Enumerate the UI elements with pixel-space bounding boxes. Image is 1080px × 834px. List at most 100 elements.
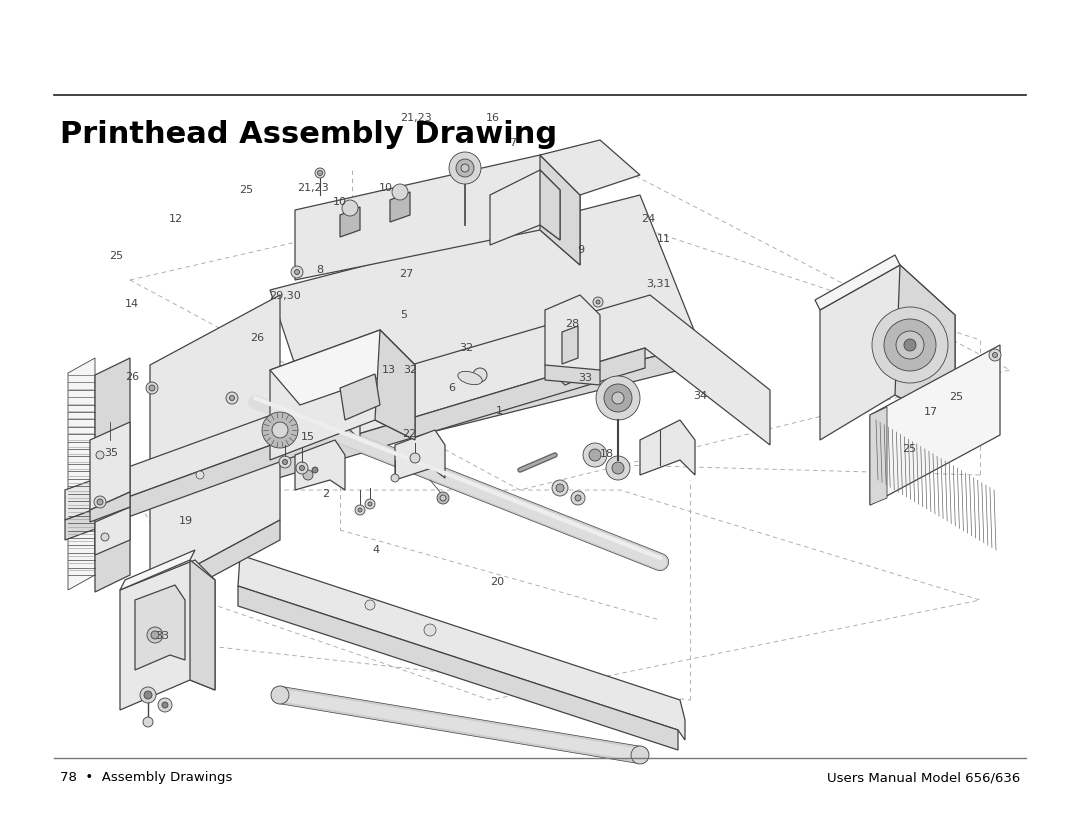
Circle shape	[440, 495, 446, 501]
Circle shape	[151, 631, 159, 639]
Polygon shape	[120, 560, 215, 710]
Circle shape	[989, 349, 1001, 361]
Circle shape	[612, 392, 624, 404]
Circle shape	[392, 184, 408, 200]
Circle shape	[904, 339, 916, 351]
Polygon shape	[270, 330, 415, 405]
Circle shape	[993, 353, 998, 358]
Text: 25: 25	[902, 444, 917, 454]
Text: 33: 33	[156, 631, 168, 641]
Circle shape	[604, 384, 632, 412]
Text: 11: 11	[658, 234, 671, 244]
Text: 25: 25	[109, 251, 124, 261]
Text: 8: 8	[316, 265, 323, 275]
Polygon shape	[295, 440, 345, 490]
Circle shape	[449, 152, 481, 184]
Text: 25: 25	[948, 392, 963, 402]
Polygon shape	[820, 265, 955, 440]
Text: 10: 10	[379, 183, 392, 193]
Text: 26: 26	[249, 333, 265, 343]
Text: 13: 13	[382, 365, 395, 375]
Text: 27: 27	[399, 269, 414, 279]
Polygon shape	[65, 390, 360, 520]
Text: 22: 22	[402, 429, 417, 439]
Polygon shape	[68, 358, 95, 590]
Circle shape	[96, 451, 104, 459]
Circle shape	[291, 266, 303, 278]
Ellipse shape	[458, 371, 482, 384]
Polygon shape	[65, 420, 340, 540]
Text: 78  •  Assembly Drawings: 78 • Assembly Drawings	[60, 771, 232, 785]
Polygon shape	[295, 155, 580, 280]
Circle shape	[612, 462, 624, 474]
Polygon shape	[640, 420, 696, 475]
Circle shape	[143, 717, 153, 727]
Text: 21,23: 21,23	[400, 113, 432, 123]
Circle shape	[355, 505, 365, 515]
Polygon shape	[545, 365, 600, 385]
Polygon shape	[135, 585, 185, 670]
Polygon shape	[540, 170, 561, 240]
Text: Printhead Assembly Drawing: Printhead Assembly Drawing	[60, 120, 557, 149]
Polygon shape	[156, 295, 770, 495]
Text: 3,31: 3,31	[647, 279, 671, 289]
Text: 25: 25	[239, 185, 254, 195]
Text: 20: 20	[489, 577, 504, 587]
Circle shape	[461, 164, 469, 172]
Text: 15: 15	[301, 432, 314, 442]
Text: 28: 28	[565, 319, 580, 329]
Polygon shape	[395, 430, 445, 480]
Circle shape	[97, 499, 103, 505]
Circle shape	[144, 691, 152, 699]
Circle shape	[262, 412, 298, 448]
Text: 18: 18	[599, 449, 615, 459]
Text: 14: 14	[124, 299, 139, 309]
Circle shape	[94, 496, 106, 508]
Text: 32: 32	[459, 343, 474, 353]
Circle shape	[296, 462, 308, 474]
Text: 10: 10	[334, 197, 347, 207]
Circle shape	[226, 392, 238, 404]
Text: 24: 24	[640, 214, 656, 224]
Text: 21,23: 21,23	[297, 183, 329, 193]
Text: 9: 9	[578, 245, 584, 255]
Circle shape	[357, 508, 362, 512]
Circle shape	[885, 319, 936, 371]
Polygon shape	[870, 345, 1000, 505]
Text: 33: 33	[579, 373, 592, 383]
Circle shape	[896, 331, 924, 359]
Polygon shape	[90, 492, 130, 522]
Text: 4: 4	[373, 545, 379, 555]
Polygon shape	[120, 550, 195, 590]
Polygon shape	[150, 295, 280, 590]
Circle shape	[162, 702, 168, 708]
Circle shape	[271, 686, 289, 704]
Circle shape	[391, 474, 399, 482]
Circle shape	[315, 168, 325, 178]
Polygon shape	[190, 560, 215, 690]
Polygon shape	[95, 507, 130, 555]
Circle shape	[149, 385, 156, 391]
Polygon shape	[815, 255, 900, 310]
Text: 26: 26	[124, 372, 139, 382]
Polygon shape	[270, 330, 415, 460]
Circle shape	[303, 470, 313, 480]
Polygon shape	[895, 265, 955, 425]
Text: 19: 19	[178, 516, 193, 526]
Polygon shape	[320, 345, 700, 460]
Circle shape	[424, 624, 436, 636]
Polygon shape	[238, 555, 685, 740]
Circle shape	[295, 269, 299, 274]
Polygon shape	[562, 326, 578, 364]
Text: Users Manual Model 656/636: Users Manual Model 656/636	[827, 771, 1020, 785]
Circle shape	[552, 480, 568, 496]
Text: 2: 2	[323, 489, 329, 499]
Polygon shape	[150, 520, 280, 610]
Text: 32: 32	[403, 365, 418, 375]
Circle shape	[473, 368, 487, 382]
Circle shape	[583, 443, 607, 467]
Circle shape	[318, 170, 323, 175]
Polygon shape	[90, 422, 130, 510]
Text: 1: 1	[496, 406, 502, 416]
Circle shape	[589, 449, 600, 461]
